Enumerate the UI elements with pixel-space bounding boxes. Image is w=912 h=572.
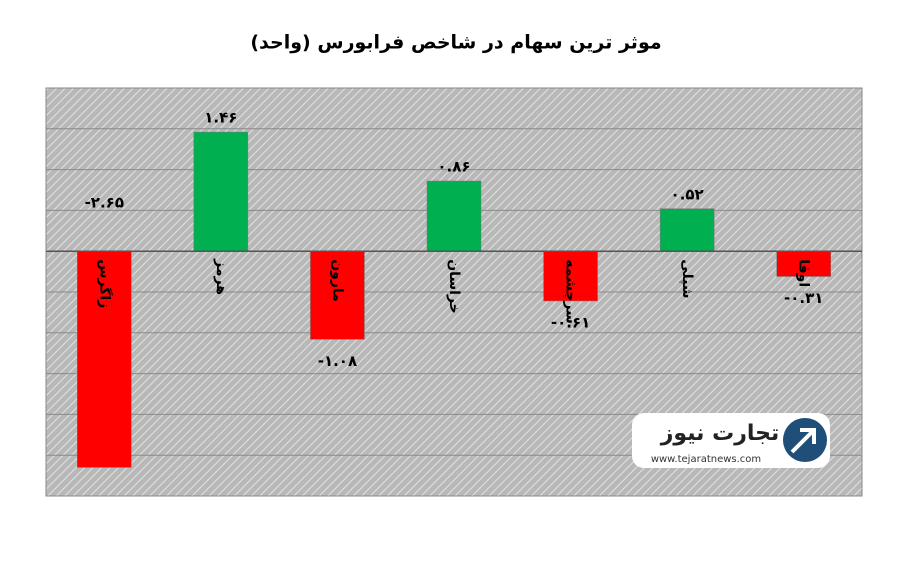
value-label: ۰.۵۲ xyxy=(671,185,704,203)
category-label: خراسان xyxy=(446,259,462,314)
value-label: ۰.۸۶ xyxy=(437,158,470,176)
bar xyxy=(426,180,482,252)
value-label: -۲.۶۵ xyxy=(85,194,124,212)
value-label: -۱.۰۸ xyxy=(318,352,357,370)
logo-name: تجارت نیوز xyxy=(660,421,780,446)
chart-title: موثر ترین سهام در شاخص فرابورس (واحد) xyxy=(250,32,661,54)
value-label: ۱.۴۶ xyxy=(204,109,237,127)
bar xyxy=(77,250,132,468)
category-label: مارون xyxy=(329,259,345,302)
logo-url: www.tejaratnews.com xyxy=(651,454,761,465)
category-label: سرچشمه xyxy=(563,259,579,324)
logo: تجارت نیوز www.tejaratnews.com xyxy=(632,413,830,468)
bar xyxy=(543,250,598,302)
category-label: هرمز xyxy=(213,258,229,295)
value-label: -۰.۳۱ xyxy=(784,289,823,307)
bar xyxy=(659,208,715,252)
bar xyxy=(776,250,831,277)
value-label: -۰.۶۱ xyxy=(551,313,590,331)
category-label: شپلی xyxy=(679,259,695,298)
plot-layer: -۲.۶۵ زاگرس ۱.۴۶ هرمز -۱.۰۸ مارون ۰.۸۶ خراسان -۰… xyxy=(46,87,862,497)
category-label: اوفا xyxy=(796,259,812,287)
bar xyxy=(310,250,365,340)
bar xyxy=(193,131,249,252)
logo-box xyxy=(632,413,830,468)
category-label: زاگرس xyxy=(96,259,113,308)
logo-arrow xyxy=(790,428,816,454)
